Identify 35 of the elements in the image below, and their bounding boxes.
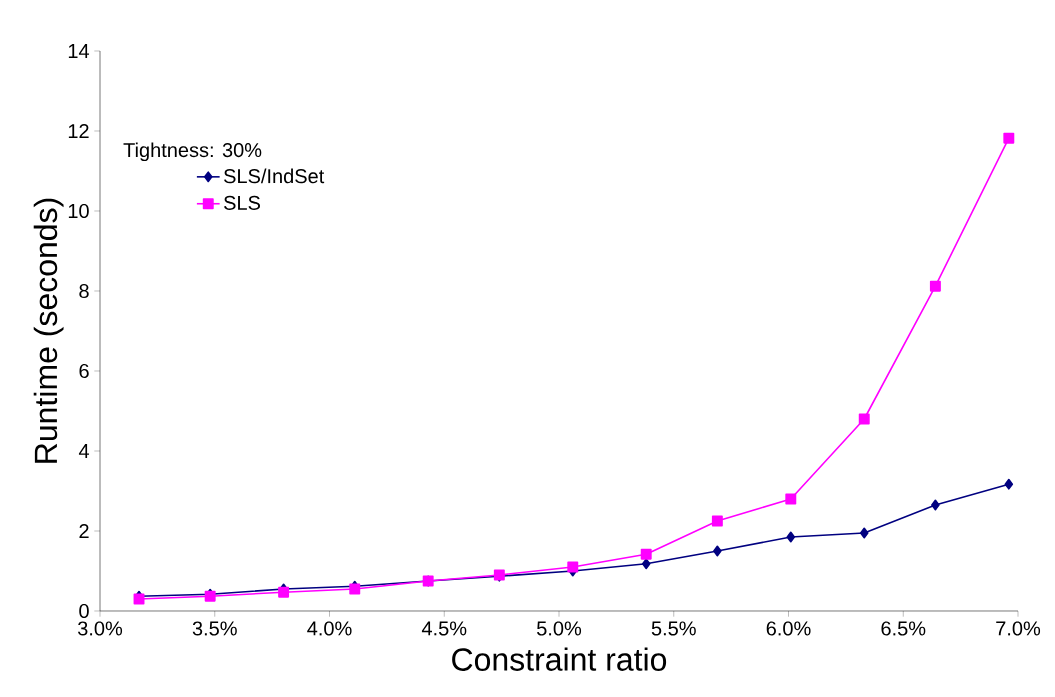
point (713, 545, 722, 557)
point (640, 548, 652, 560)
point (641, 558, 651, 570)
legend-label: SLS (224, 195, 260, 210)
point (1004, 478, 1014, 490)
x-tick-label: 4.0% (307, 621, 352, 636)
x-tick-label: 5.5% (651, 621, 696, 636)
x-tick-label: 4.5% (421, 621, 467, 636)
point (786, 531, 796, 543)
y-tick-label: 14 (68, 44, 90, 58)
x-axis-title: Constraint ratio (452, 647, 667, 671)
x-tick-label: 5.0% (537, 621, 582, 636)
point (858, 413, 870, 425)
y-axis-title: Runtime (seconds) (33, 198, 64, 463)
point (567, 561, 579, 573)
point (785, 493, 797, 505)
x-tick-label: 7.0% (996, 621, 1041, 636)
point (859, 527, 869, 539)
annotation: Tightness: 30% (123, 142, 262, 162)
x-tick-label: 3.0% (77, 621, 123, 636)
y-tick-label: 4 (78, 444, 90, 458)
point (929, 280, 941, 292)
point (1003, 132, 1015, 144)
x-tick-label: 6.0% (766, 621, 811, 636)
point (711, 515, 723, 527)
point (931, 499, 940, 511)
x-tick-label: 6.5% (881, 621, 926, 636)
y-tick-label: 8 (79, 283, 89, 299)
y-tick-label: 6 (79, 363, 89, 379)
x-tick-label: 3.5% (192, 621, 237, 636)
y-tick-label: 0 (79, 603, 89, 619)
y-tick-label: 12 (68, 124, 89, 138)
y-tick-label: 10 (68, 203, 89, 219)
y-tick-label: 2 (79, 524, 89, 538)
legend-label: SLS/IndSet (224, 168, 325, 184)
